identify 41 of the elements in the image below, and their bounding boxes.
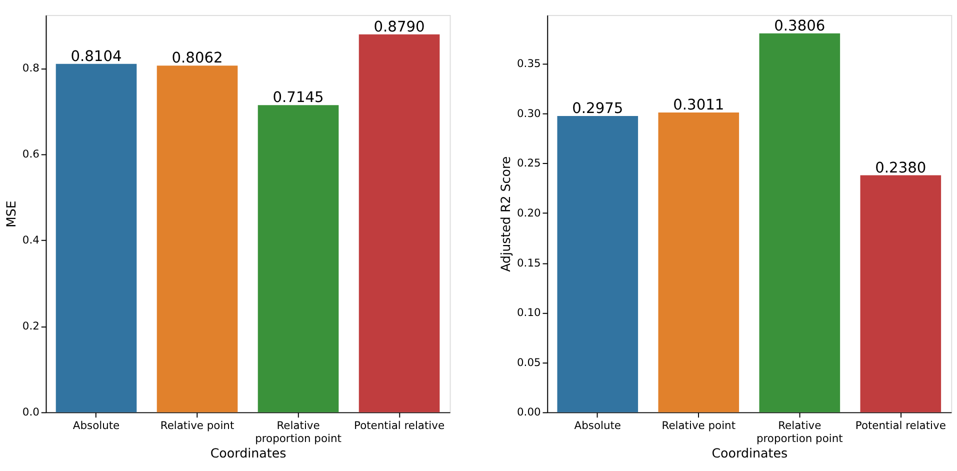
x-tick-label: Absolute [574,419,621,432]
y-tick-label: 0.35 [517,57,541,70]
bar [860,175,942,412]
y-axis-title: Adjusted R2 Score [498,156,514,272]
x-tick-label: Absolute [72,419,120,432]
x-tick-label: Relative point [160,419,234,432]
y-tick-label: 0.15 [517,256,541,270]
bar [358,34,440,412]
bar [759,33,840,412]
bar [156,66,238,412]
data-label: 0.7145 [272,89,324,106]
x-tick-label: Potential relative [855,419,946,432]
data-label: 0.2975 [572,100,624,118]
data-label: 0.8062 [172,50,223,67]
y-tick-label: 0.2 [22,320,40,333]
data-label: 0.2380 [875,159,926,176]
bar [658,112,740,412]
x-tick-label: Relative point [662,419,736,432]
x-tick-label: Potential relative [354,419,445,432]
y-axis-title: MSE [4,200,19,228]
data-label: 0.3806 [774,17,826,34]
data-label: 0.3011 [673,96,724,114]
data-label: 0.8790 [374,18,425,36]
y-tick-label: 0.4 [22,234,40,247]
y-tick-label: 0.00 [517,406,542,419]
x-tick-label: Relative proportion point [255,419,342,445]
x-axis-title: Coordinates [712,445,788,460]
bar [557,116,638,412]
y-tick-label: 0.6 [22,148,40,161]
data-label: 0.8104 [70,48,122,65]
y-tick-label: 0.10 [517,306,542,320]
y-tick-label: 0.20 [517,206,542,220]
y-tick-label: 0.30 [517,106,542,120]
x-tick-label: Relative proportion point [756,419,843,445]
x-axis-title: Coordinates [210,445,286,460]
y-tick-label: 0.0 [22,406,40,419]
y-tick-label: 0.05 [517,356,541,369]
bar [56,64,137,412]
bar [258,105,339,412]
y-tick-label: 0.8 [22,62,40,75]
y-tick-label: 0.25 [517,156,541,170]
